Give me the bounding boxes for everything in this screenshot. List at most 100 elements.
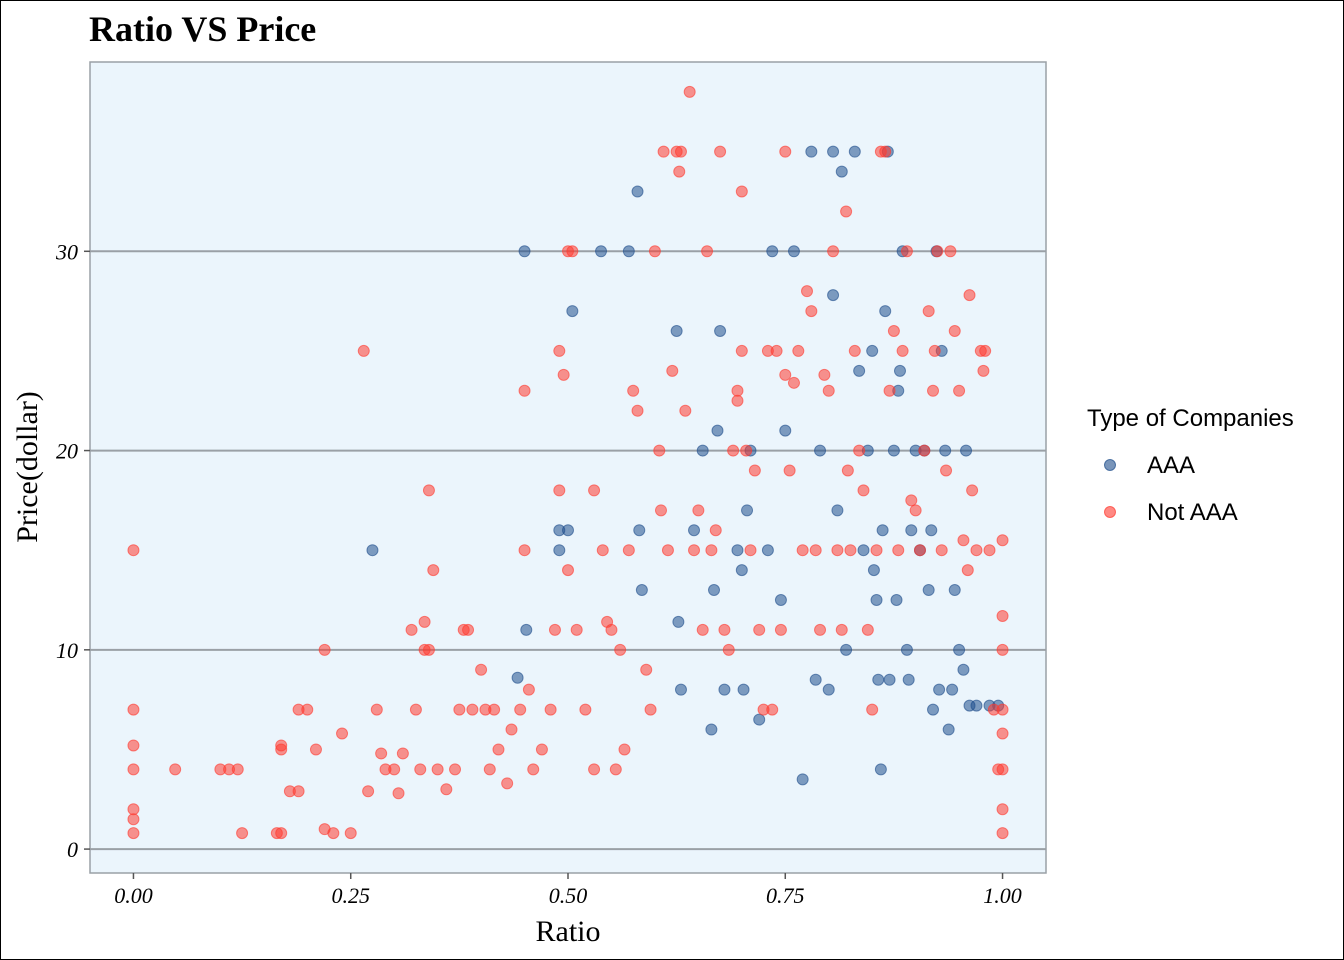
data-point bbox=[805, 305, 818, 318]
x-axis-title: Ratio bbox=[536, 915, 601, 948]
data-point bbox=[336, 727, 349, 740]
y-axis-title: Price(dollar) bbox=[11, 391, 44, 543]
data-point bbox=[431, 763, 444, 776]
data-point bbox=[844, 544, 857, 557]
data-point bbox=[231, 763, 244, 776]
data-point bbox=[370, 703, 383, 716]
data-point bbox=[927, 703, 940, 716]
data-point bbox=[835, 623, 848, 636]
data-point bbox=[827, 289, 840, 302]
data-point bbox=[566, 245, 579, 258]
legend-title: Type of Companies bbox=[1087, 405, 1294, 432]
data-point bbox=[787, 245, 800, 258]
data-point bbox=[605, 623, 618, 636]
data-point bbox=[527, 763, 540, 776]
data-point bbox=[744, 544, 757, 557]
data-point bbox=[857, 484, 870, 497]
data-point bbox=[661, 544, 674, 557]
data-point bbox=[866, 344, 879, 357]
data-point bbox=[741, 504, 754, 517]
data-point bbox=[511, 671, 524, 684]
data-point bbox=[942, 723, 955, 736]
data-point bbox=[357, 344, 370, 357]
data-point bbox=[453, 703, 466, 716]
data-point bbox=[344, 827, 357, 840]
data-point bbox=[883, 384, 896, 397]
data-point bbox=[392, 787, 405, 800]
data-point bbox=[327, 827, 340, 840]
data-point bbox=[722, 643, 735, 656]
data-point bbox=[553, 484, 566, 497]
data-point bbox=[893, 364, 906, 377]
data-point bbox=[292, 785, 305, 798]
data-point bbox=[544, 703, 557, 716]
data-point bbox=[518, 245, 531, 258]
data-point bbox=[553, 344, 566, 357]
data-point bbox=[405, 623, 418, 636]
x-tick-label-0: 0.00 bbox=[114, 883, 153, 908]
data-point bbox=[275, 739, 288, 752]
data-point bbox=[514, 703, 527, 716]
data-point bbox=[848, 344, 861, 357]
data-point bbox=[902, 673, 915, 686]
data-point bbox=[876, 524, 889, 537]
data-point bbox=[961, 564, 974, 577]
data-point bbox=[840, 643, 853, 656]
data-point bbox=[896, 344, 909, 357]
data-point bbox=[960, 444, 973, 457]
data-point bbox=[900, 245, 913, 258]
data-point bbox=[792, 344, 805, 357]
data-point bbox=[505, 723, 518, 736]
data-point bbox=[957, 663, 970, 676]
data-point bbox=[462, 623, 475, 636]
data-point bbox=[996, 534, 1009, 547]
data-point bbox=[127, 739, 140, 752]
data-point bbox=[983, 544, 996, 557]
data-point bbox=[127, 763, 140, 776]
data-point bbox=[409, 703, 422, 716]
data-point bbox=[796, 773, 809, 786]
data-point bbox=[996, 803, 1009, 816]
data-point bbox=[127, 827, 140, 840]
data-point bbox=[535, 743, 548, 756]
data-point bbox=[774, 623, 787, 636]
data-point bbox=[946, 683, 959, 696]
data-point bbox=[127, 813, 140, 826]
data-point bbox=[466, 703, 479, 716]
data-point bbox=[818, 368, 831, 381]
data-point bbox=[841, 464, 854, 477]
data-point bbox=[522, 683, 535, 696]
data-point bbox=[890, 594, 903, 607]
data-point bbox=[835, 165, 848, 178]
data-point bbox=[887, 325, 900, 338]
data-point bbox=[883, 673, 896, 686]
data-point bbox=[683, 85, 696, 98]
x-tick-label-2: 0.50 bbox=[549, 883, 588, 908]
x-axis-ticks: 0.00 0.25 0.50 0.75 1.00 bbox=[114, 873, 1022, 908]
data-point bbox=[633, 524, 646, 537]
data-point bbox=[318, 643, 331, 656]
data-point bbox=[783, 464, 796, 477]
data-point bbox=[579, 703, 592, 716]
data-point bbox=[440, 783, 453, 796]
x-tick-label-4: 1.00 bbox=[983, 883, 1022, 908]
data-point bbox=[692, 504, 705, 517]
data-point bbox=[595, 245, 608, 258]
data-point bbox=[562, 524, 574, 537]
data-point bbox=[905, 524, 918, 537]
data-point bbox=[900, 643, 913, 656]
data-point bbox=[766, 703, 779, 716]
data-point bbox=[948, 584, 961, 597]
data-point bbox=[422, 484, 435, 497]
data-point bbox=[737, 683, 750, 696]
data-point bbox=[570, 623, 583, 636]
data-point bbox=[853, 364, 866, 377]
data-point bbox=[892, 544, 905, 557]
data-point bbox=[887, 444, 900, 457]
data-point bbox=[169, 763, 182, 776]
data-point bbox=[520, 623, 533, 636]
data-point bbox=[831, 504, 844, 517]
data-point bbox=[770, 344, 783, 357]
data-point bbox=[827, 245, 840, 258]
